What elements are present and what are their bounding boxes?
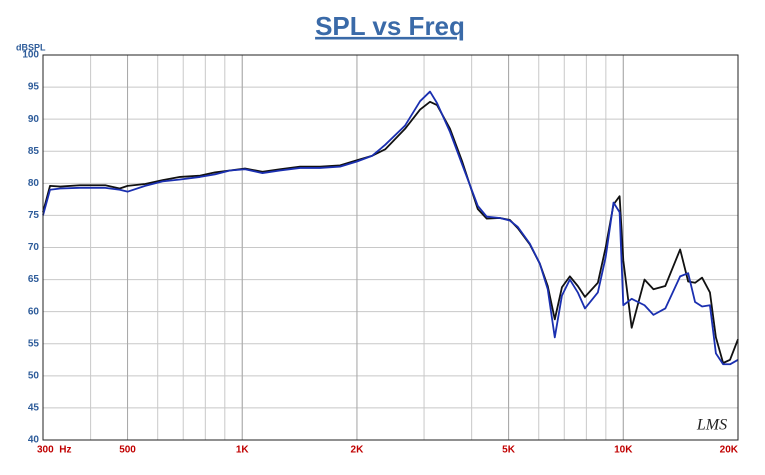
plot-frame bbox=[42, 54, 739, 441]
grid bbox=[42, 54, 739, 441]
series-line bbox=[42, 100, 739, 364]
x-tick-label: 2K bbox=[351, 445, 365, 456]
y-tick-label: 45 bbox=[28, 403, 40, 414]
x-tick-label: 5K bbox=[502, 445, 516, 456]
x-tick-label: 20K bbox=[720, 445, 739, 456]
y-tick-label: 55 bbox=[28, 338, 40, 349]
series-line bbox=[42, 90, 739, 366]
y-tick-label: 65 bbox=[28, 274, 40, 285]
y-tick-label: 40 bbox=[28, 435, 40, 446]
y-tick-label: 50 bbox=[28, 370, 40, 381]
y-tick-label: 95 bbox=[28, 82, 40, 93]
y-tick-label: 90 bbox=[28, 114, 40, 125]
x-tick-label: 500 bbox=[119, 445, 136, 456]
y-tick-label: 60 bbox=[28, 306, 40, 317]
x-tick-label: 10K bbox=[614, 445, 633, 456]
y-tick-label: 100 bbox=[22, 50, 39, 61]
y-tick-label: 75 bbox=[28, 210, 40, 221]
y-tick-label: 80 bbox=[28, 178, 40, 189]
watermark: LMS bbox=[696, 417, 727, 434]
x-tick-label: 300 Hz bbox=[37, 445, 71, 456]
y-tick-label: 70 bbox=[28, 242, 40, 253]
y-tick-label: 85 bbox=[28, 146, 40, 157]
x-tick-label: 1K bbox=[236, 445, 250, 456]
lines bbox=[42, 90, 739, 366]
chart-title: SPL vs Freq bbox=[315, 11, 465, 41]
y-axis-label: dBSPL bbox=[16, 42, 46, 52]
